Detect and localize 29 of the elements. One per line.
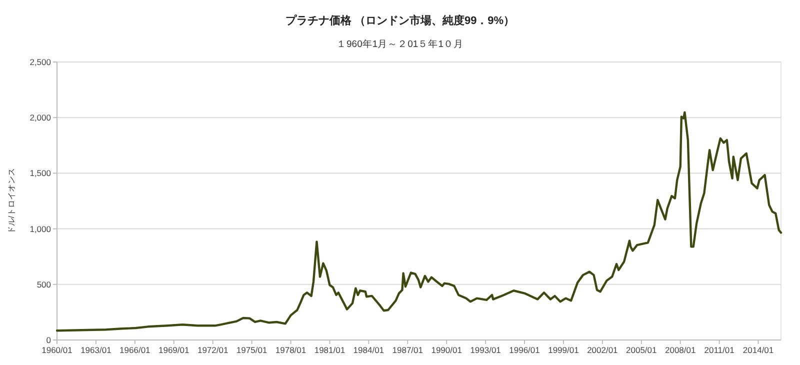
x-tick-label: 2005/01 [626, 345, 658, 355]
x-tick-label: 1993/01 [470, 345, 502, 355]
y-tick-label: 2,000 [30, 112, 52, 123]
x-tick-label: 2008/01 [664, 345, 696, 355]
line-series [56, 111, 782, 332]
x-tick-label: 1969/01 [158, 345, 190, 355]
x-tick-label: 1987/01 [392, 345, 424, 355]
x-tick-label: 2002/01 [587, 345, 618, 355]
y-tick-label: 2,500 [30, 57, 52, 67]
x-tick-label: 1966/01 [120, 345, 151, 355]
y-axis-title: ドル/トロイオンス [7, 168, 16, 234]
x-tick-label: 1978/01 [275, 345, 306, 355]
x-tick-label: 1984/01 [353, 345, 384, 355]
x-tick-label: 1999/01 [548, 345, 580, 355]
x-tick-label: 1960/01 [42, 345, 73, 355]
x-tick-label: 1972/01 [197, 345, 228, 355]
x-tick-label: 2014/01 [742, 345, 774, 355]
x-tick-label: 2011/01 [704, 345, 735, 355]
x-tick-label: 1975/01 [236, 345, 268, 355]
chart-subtitle: １960年1月～２01５年1０月 [336, 38, 464, 50]
chart-title: プラチナ価格 （ロンドン市場、純度99．9%） [285, 14, 515, 27]
y-tick-label: 1,000 [30, 224, 52, 234]
y-tick-label: 0 [46, 335, 52, 345]
y-tick-label: 1,500 [30, 168, 52, 178]
x-tick-label: 1996/01 [509, 345, 540, 355]
y-tick-label: 500 [36, 279, 52, 290]
x-tick-label: 1981/01 [314, 345, 346, 355]
x-tick-label: 1963/01 [80, 345, 112, 355]
x-tick-label: 1990/01 [431, 345, 462, 355]
